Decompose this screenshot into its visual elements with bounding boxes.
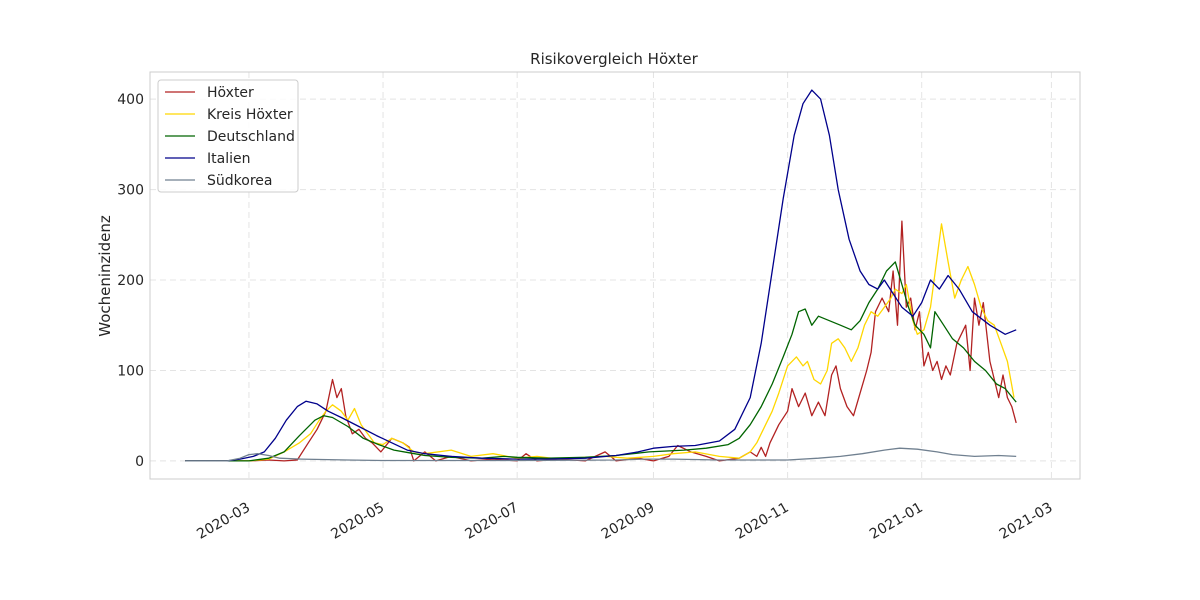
- y-tick-label: 200: [117, 273, 144, 289]
- legend-label: Italien: [207, 151, 250, 167]
- y-tick-label: 300: [117, 183, 144, 199]
- y-axis-ticks: 0 100 200 300 400: [117, 92, 144, 470]
- legend: Höxter Kreis Höxter Deutschland Italien Südk…: [157, 79, 299, 193]
- y-tick-label: 100: [117, 363, 144, 379]
- legend-label: Höxter: [207, 85, 254, 101]
- chart-title: Risikovergleich Höxter: [530, 50, 698, 68]
- x-tick-label: 2020-07: [463, 500, 522, 543]
- x-tick-label: 2020-09: [599, 500, 658, 543]
- grid: [150, 72, 1080, 479]
- legend-label: Südkorea: [207, 173, 272, 189]
- x-tick-label: 2021-03: [997, 500, 1056, 543]
- plot-area-frame: [149, 71, 1081, 480]
- y-tick-label: 400: [117, 92, 144, 108]
- y-tick-label: 0: [135, 454, 144, 470]
- series-line-3: [185, 89, 1017, 462]
- series-line-0: [185, 220, 1017, 462]
- x-tick-label: 2020-05: [328, 500, 387, 543]
- series-line-2: [185, 261, 1017, 462]
- x-tick-label: 2020-11: [733, 500, 792, 543]
- x-axis-ticks: 2020-03 2020-05 2020-07 2020-09 2020-11 2021-…: [194, 500, 1055, 543]
- y-axis-label: Wocheninzidenz: [96, 215, 114, 337]
- series-lines: [185, 89, 1017, 462]
- legend-label: Kreis Höxter: [207, 107, 293, 123]
- x-tick-label: 2020-03: [194, 500, 253, 543]
- x-tick-label: 2021-01: [867, 500, 926, 543]
- legend-label: Deutschland: [207, 129, 295, 145]
- series-line-4: [185, 447, 1017, 462]
- legend-box: [157, 79, 299, 193]
